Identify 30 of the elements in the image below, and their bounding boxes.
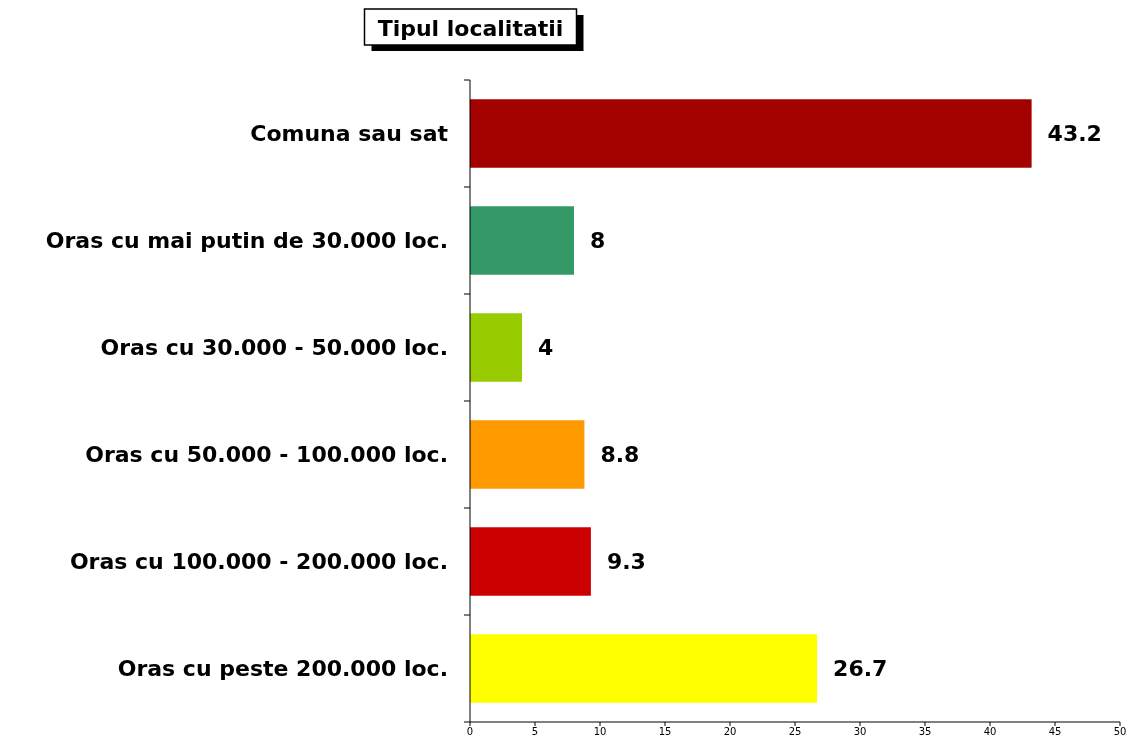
x-tick-label: 50 xyxy=(1113,726,1127,738)
bar xyxy=(470,420,585,489)
bar xyxy=(470,99,1032,168)
bar xyxy=(470,313,522,382)
x-tick-label: 45 xyxy=(1048,726,1062,738)
x-tick-label: 20 xyxy=(723,726,737,738)
y-tick-label: Comuna sau sat xyxy=(250,121,449,146)
x-tick-label: 25 xyxy=(788,726,802,738)
bar xyxy=(470,634,818,703)
x-tick-label: 15 xyxy=(658,726,672,738)
y-tick-label: Oras cu 100.000 - 200.000 loc. xyxy=(69,549,448,574)
x-tick-label: 10 xyxy=(593,726,607,738)
y-tick-label: Oras cu peste 200.000 loc. xyxy=(117,656,448,681)
y-tick-label: Oras cu mai putin de 30.000 loc. xyxy=(45,228,448,253)
data-label: 8 xyxy=(590,228,606,253)
x-tick-label: 0 xyxy=(466,726,474,738)
x-tick-label: 30 xyxy=(853,726,867,738)
data-label: 26.7 xyxy=(833,656,888,681)
data-label: 8.8 xyxy=(600,442,640,467)
x-tick-label: 40 xyxy=(983,726,997,738)
x-tick-label: 35 xyxy=(918,726,932,738)
data-label: 43.2 xyxy=(1047,121,1102,146)
y-tick-label: Oras cu 30.000 - 50.000 loc. xyxy=(100,335,448,360)
data-label: 4 xyxy=(538,335,554,360)
bar xyxy=(470,527,591,596)
bar xyxy=(470,206,574,275)
y-tick-label: Oras cu 50.000 - 100.000 loc. xyxy=(85,442,448,467)
data-label: 9.3 xyxy=(606,549,646,574)
x-tick-label: 5 xyxy=(531,726,539,738)
chart-title: Tipul localitatii xyxy=(377,15,564,41)
